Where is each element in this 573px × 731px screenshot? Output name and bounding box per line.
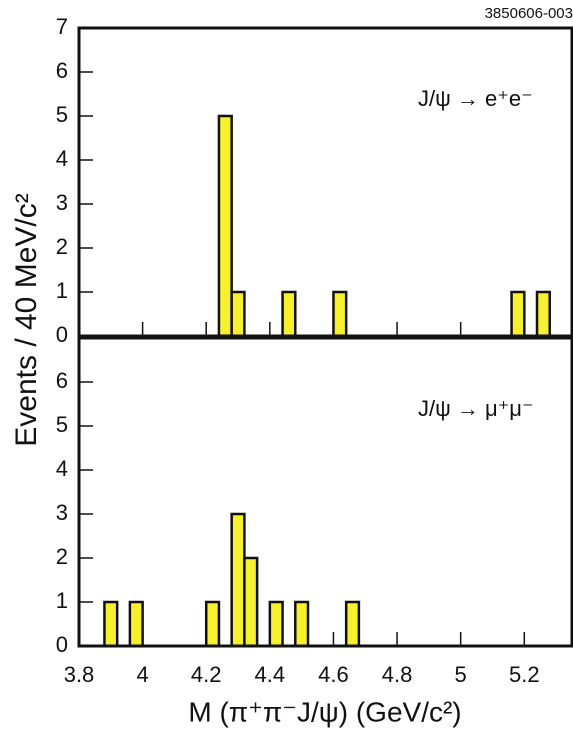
histogram-bar (204, 600, 221, 648)
annotation: J/ψ → μ⁺μ⁻ (418, 396, 534, 421)
histogram-bar (281, 290, 297, 338)
x-tick-label: 4 (136, 662, 148, 687)
histogram-bar (103, 600, 119, 648)
histogram-bar (230, 290, 246, 338)
histogram-bar (128, 600, 144, 648)
y-tick-label: 3 (56, 500, 68, 525)
y-tick-label: 5 (56, 102, 68, 127)
y-tick-label: 7 (56, 14, 68, 39)
y-tick-label: 4 (56, 146, 68, 171)
y-tick-label: 2 (56, 544, 68, 569)
histogram-bar (243, 556, 259, 648)
y-tick-label: 1 (56, 278, 68, 303)
y-axis-label: Events / 40 MeV/c² (10, 193, 43, 446)
x-axis-label: M (π⁺π⁻J/ψ) (GeV/c²) (188, 696, 461, 727)
plot-frame (77, 336, 573, 648)
annotation: J/ψ → e⁺e⁻ (418, 86, 533, 111)
y-tick-label: 0 (56, 632, 68, 657)
x-tick-label: 4.4 (255, 662, 286, 687)
x-tick-label: 4.6 (318, 662, 349, 687)
y-tick-label: 6 (56, 368, 68, 393)
y-tick-label: 6 (56, 58, 68, 83)
histogram-bar (294, 600, 310, 648)
y-tick-label: 2 (56, 234, 68, 259)
y-tick-label: 4 (56, 456, 68, 481)
x-tick-label: 4.8 (382, 662, 413, 687)
figure-label: 3850606-003 (485, 5, 573, 22)
y-tick-label: 3 (56, 190, 68, 215)
histogram-bar (510, 290, 526, 338)
y-tick-label: 1 (56, 588, 68, 613)
histogram-bar (535, 290, 551, 338)
plot-frame (77, 26, 573, 338)
histogram-bar (230, 512, 246, 648)
histogram-bar (344, 600, 361, 648)
histogram-bar (332, 290, 348, 338)
y-tick-label: 0 (56, 322, 68, 347)
histogram-bar (268, 600, 284, 648)
x-tick-label: 4.2 (191, 662, 222, 687)
x-tick-label: 5 (455, 662, 467, 687)
y-tick-label: 5 (56, 412, 68, 437)
x-tick-label: 5.2 (509, 662, 540, 687)
histogram-bar (217, 114, 233, 338)
x-tick-label: 3.8 (64, 662, 95, 687)
